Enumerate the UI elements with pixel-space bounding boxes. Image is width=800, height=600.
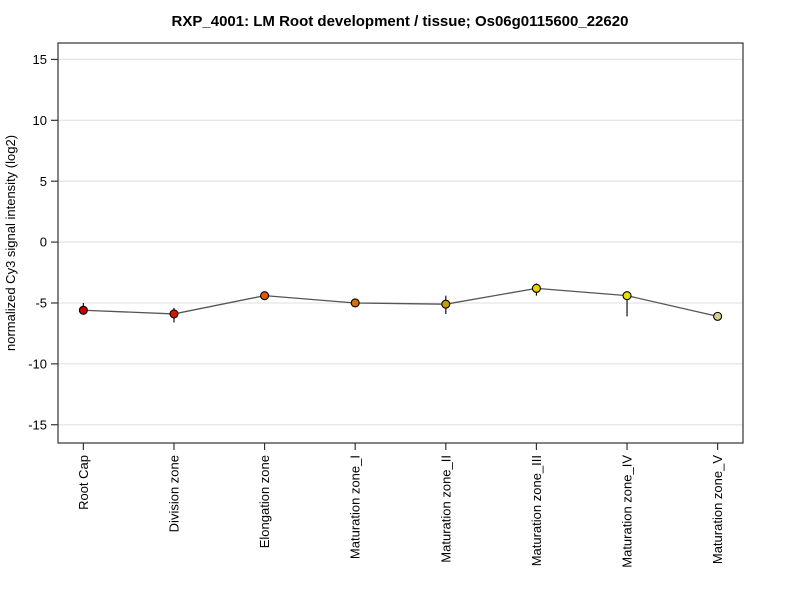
plot-frame [57, 42, 744, 444]
x-tick-label: Maturation zone_II [438, 455, 453, 563]
data-point [531, 283, 541, 293]
x-tick-label: Maturation zone_IV [620, 455, 635, 568]
y-axis-title: normalized Cy3 signal intensity (log2) [3, 135, 18, 351]
x-tick-label: Maturation zone_I [348, 455, 363, 559]
y-tick-label: 5 [40, 174, 47, 189]
y-tick-label: -15 [28, 417, 47, 432]
data-point [441, 299, 451, 309]
chart-title: RXP_4001: LM Root development / tissue; … [172, 13, 629, 30]
x-tick-label: Maturation zone_V [710, 455, 725, 564]
data-series-layer [78, 283, 723, 323]
x-tick-label: Division zone [166, 455, 181, 532]
data-point [622, 291, 632, 301]
y-tick-label: -10 [28, 356, 47, 371]
y-tick-label: 0 [40, 235, 47, 250]
x-tick-label: Root Cap [76, 455, 91, 510]
series-line [83, 287, 718, 317]
data-point [350, 298, 360, 308]
data-point [78, 305, 88, 315]
data-point [713, 311, 723, 321]
data-point [260, 291, 270, 301]
axes-layer: -15 -10 -5 0 5 10 15 Root Cap Division zone Elong… [28, 52, 725, 568]
x-tick-label: Maturation zone_III [529, 455, 544, 566]
x-tick-label: Elongation zone [257, 455, 272, 548]
plot-frame-layer [57, 42, 744, 444]
y-tick-label: -5 [35, 296, 47, 311]
y-tick-label: 15 [33, 52, 47, 67]
data-point [169, 309, 179, 319]
gridlines-layer [58, 58, 743, 426]
y-tick-label: 10 [33, 113, 47, 128]
